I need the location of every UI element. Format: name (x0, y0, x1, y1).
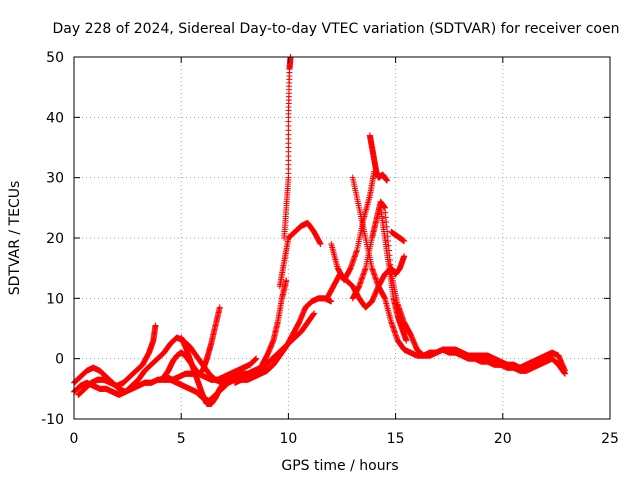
y-tick-label: 20 (46, 231, 64, 247)
data-point (384, 177, 391, 184)
data-points (71, 54, 568, 407)
series-track-6 (178, 334, 228, 407)
data-point (311, 310, 318, 317)
x-tick-label: 5 (177, 431, 186, 447)
series-track-17 (377, 204, 410, 344)
data-point (401, 253, 408, 260)
y-axis-label: SDTVAR / TECUs (7, 181, 23, 296)
data-point (283, 277, 290, 284)
y-tick-label: 0 (55, 352, 64, 368)
x-axis-label: GPS time / hours (281, 458, 398, 474)
chart-title: Day 228 of 2024, Sidereal Day-to-day VTE… (53, 21, 620, 37)
data-point (403, 337, 410, 344)
series-track-5 (156, 355, 260, 383)
x-tick-label: 15 (387, 431, 405, 447)
y-tick-label: 10 (46, 291, 64, 307)
data-point (216, 304, 223, 311)
y-tick-label: 40 (46, 110, 64, 126)
x-tick-label: 10 (279, 431, 297, 447)
data-point (401, 238, 408, 245)
data-point (561, 370, 568, 377)
x-tick-label: 0 (70, 431, 79, 447)
data-point (152, 322, 159, 329)
data-point (221, 379, 228, 386)
series-track-3 (75, 322, 159, 398)
y-tick-label: -10 (41, 412, 64, 428)
data-point (317, 241, 324, 248)
series-track-8 (231, 277, 290, 386)
series-track-16 (388, 228, 408, 245)
data-point (328, 298, 335, 305)
y-tick-label: 30 (46, 171, 64, 187)
axis-ticks: 0 5 10 15 20 25 -10 0 10 20 30 40 50 (41, 50, 619, 447)
series-track-14 (366, 132, 391, 184)
series-track-10 (276, 219, 324, 290)
y-tick-label: 50 (46, 50, 64, 66)
data-point (253, 355, 260, 362)
x-tick-label: 20 (494, 431, 512, 447)
x-tick-label: 25 (601, 431, 619, 447)
series-track-9 (281, 54, 294, 241)
